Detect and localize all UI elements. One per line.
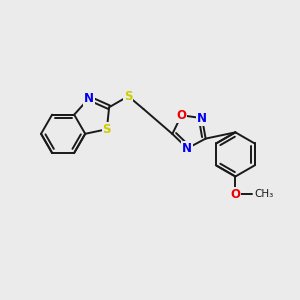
Text: N: N [197,112,207,125]
Text: S: S [103,123,111,136]
Text: CH₃: CH₃ [255,189,274,199]
Text: N: N [84,92,94,105]
Text: S: S [124,90,133,103]
Text: O: O [176,109,187,122]
Text: O: O [230,188,240,201]
Text: N: N [182,142,192,155]
